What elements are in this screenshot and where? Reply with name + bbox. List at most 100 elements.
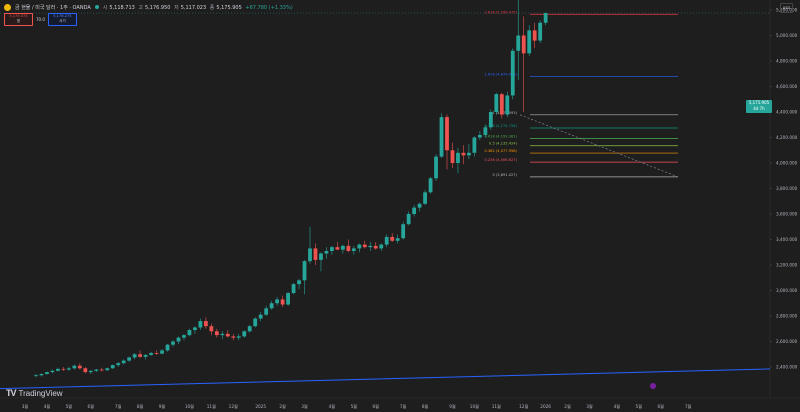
candle-body: [417, 203, 422, 208]
candle-body: [351, 248, 356, 251]
candle-body: [182, 335, 186, 338]
y-tick-label: 3,600.000: [776, 212, 798, 217]
candle-body: [132, 354, 137, 358]
x-tick-label: 5월: [636, 403, 643, 410]
candle-body: [527, 30, 532, 54]
candle-body: [456, 152, 460, 163]
fib-level-label: 0.382 (4,077.958): [484, 149, 517, 153]
buy-button[interactable]: 5,176.275 사기: [47, 13, 77, 26]
y-tick-label: 5,200.000: [776, 8, 798, 13]
x-tick-label: 12월: [229, 403, 238, 410]
candle-body: [72, 365, 77, 369]
x-tick-label: 7월: [400, 403, 407, 410]
candle-body: [461, 152, 466, 156]
candle-body: [275, 299, 280, 304]
candle-body: [521, 35, 526, 54]
y-tick-label: 2,400.000: [776, 365, 798, 370]
y-tick-label: 3,800.000: [776, 186, 798, 191]
candle-body: [264, 308, 269, 315]
open-value: 5,118.713: [109, 4, 135, 11]
y-tick-label: 3,400.000: [776, 237, 798, 242]
currency-selector[interactable]: USD: [780, 3, 793, 13]
candle-body: [434, 156, 438, 179]
candle-body: [127, 357, 132, 361]
x-tick-label: 9월: [449, 403, 456, 410]
x-tick-label: 8월: [422, 403, 429, 410]
y-tick-label: 4,200.000: [776, 135, 798, 140]
y-tick-label: 4,800.000: [776, 59, 798, 64]
candle-body: [379, 244, 384, 249]
candle-body: [330, 247, 334, 251]
brand-name: TradingView: [18, 388, 63, 398]
event-marker-icon: [650, 383, 656, 389]
candle-body: [193, 327, 197, 331]
candle-body: [203, 321, 208, 327]
x-tick-label: 3월: [586, 403, 593, 410]
x-tick-label: 6월: [657, 403, 664, 410]
x-tick-label: 12월: [519, 403, 528, 410]
candle-body: [258, 314, 263, 319]
x-tick-label: 2월: [279, 403, 286, 410]
x-tick-label: 4월: [44, 403, 51, 410]
x-tick-label: 2026: [540, 404, 551, 409]
y-tick-label: 2,600.000: [776, 339, 798, 344]
low-value: 5,117.023: [180, 4, 207, 11]
candle-body: [543, 13, 548, 23]
symbol-title[interactable]: 금 현물 / 미국 달러 · 1주 · OANDA: [15, 4, 91, 11]
candle-body: [247, 326, 252, 332]
candle-body: [220, 333, 225, 336]
candle-body: [340, 245, 345, 250]
candle-body: [532, 30, 537, 41]
fib-level-label: 2.618 (5,166.475): [484, 10, 517, 14]
candle-body: [510, 50, 515, 96]
candle-body: [291, 284, 296, 294]
fib-level-label: 1.618 (4,679.983): [484, 72, 517, 76]
candle-body: [66, 368, 71, 370]
y-tick-label: 5,000.000: [776, 33, 798, 38]
y-tick-label: 4,600.000: [776, 84, 798, 89]
candle-body: [450, 150, 455, 163]
candle-body: [362, 244, 367, 248]
candle-body: [225, 333, 230, 337]
candle-body: [467, 152, 471, 156]
candle-body: [121, 360, 126, 364]
fib-level-label: 0 (3,891.027): [492, 173, 517, 177]
x-tick-label: 11월: [207, 403, 216, 410]
countdown-value: 4d 7h: [753, 106, 765, 111]
tradingview-logo[interactable]: TV TradingView: [6, 388, 63, 398]
x-tick-label: 4월: [614, 403, 621, 410]
candle-body: [499, 94, 504, 115]
candle-body: [160, 350, 164, 354]
candle-body: [390, 236, 395, 241]
candle-body: [209, 326, 214, 332]
candle-body: [171, 341, 175, 345]
candle-body: [313, 248, 318, 260]
gold-symbol-icon: [4, 3, 11, 11]
candle-body: [483, 127, 488, 135]
candle-body: [423, 192, 427, 204]
candle-body: [412, 207, 417, 214]
candle-body: [236, 336, 241, 338]
candle-body: [445, 117, 449, 151]
y-tick-label: 4,400.000: [776, 110, 798, 115]
x-tick-label: 5월: [66, 403, 73, 410]
candle-body: [61, 368, 66, 370]
x-tick-label: 11월: [492, 403, 501, 410]
candle-body: [505, 95, 510, 115]
fib-level-label: 0.786 (4,274.758): [484, 124, 517, 128]
candle-body: [176, 337, 181, 342]
high-value: 5,176.950: [145, 4, 171, 11]
candle-body: [401, 224, 406, 239]
candle-body: [368, 245, 373, 248]
candle-body: [269, 303, 274, 309]
candle-body: [165, 344, 170, 351]
candle-body: [280, 299, 285, 305]
spread-value: 70.0: [36, 17, 45, 22]
candle-body: [214, 331, 219, 336]
sell-button[interactable]: 5,175.575 팜: [4, 13, 33, 26]
candle-body: [488, 112, 493, 128]
candle-body: [516, 35, 521, 51]
candle-body: [324, 250, 329, 254]
